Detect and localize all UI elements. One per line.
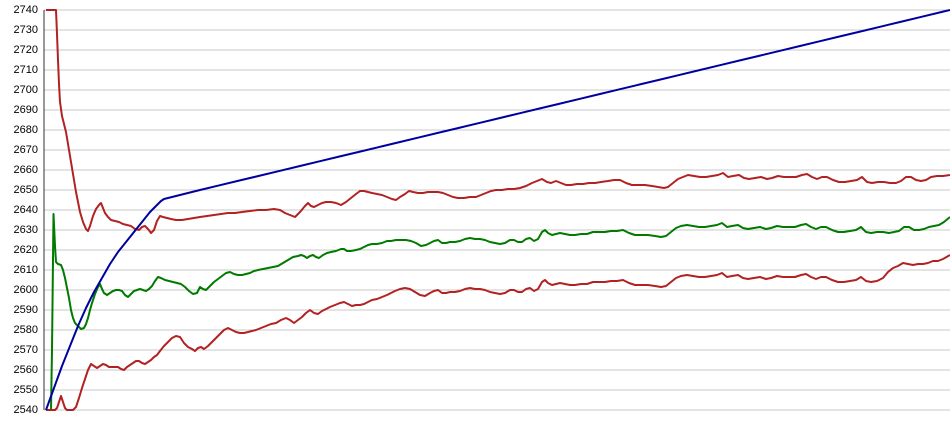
y-axis-label: 2710 — [13, 63, 38, 76]
y-axis-label: 2550 — [13, 383, 38, 396]
y-axis-label: 2640 — [13, 203, 38, 216]
y-axis-label: 2630 — [13, 223, 38, 236]
y-axis-label: 2620 — [13, 243, 38, 256]
chart-series — [45, 9, 950, 411]
y-axis-label: 2580 — [13, 323, 38, 336]
y-axis-label: 2720 — [13, 43, 38, 56]
series-lower-band-red — [46, 254, 950, 411]
y-axis-label: 2540 — [13, 403, 38, 416]
gridlines — [44, 9, 950, 411]
y-axis-label: 2610 — [13, 263, 38, 276]
series-middle-green — [50, 213, 950, 411]
y-axis-label: 2680 — [13, 123, 38, 136]
y-axis-label: 2660 — [13, 163, 38, 176]
y-axis-label: 2560 — [13, 363, 38, 376]
series-upper-band-red — [46, 9, 950, 234]
y-axis-label: 2600 — [13, 283, 38, 296]
y-axis-label: 2650 — [13, 183, 38, 196]
y-axis-label: 2570 — [13, 343, 38, 356]
y-axis-label: 2690 — [13, 103, 38, 116]
series-ramp-blue — [45, 9, 950, 411]
y-axis-label: 2590 — [13, 303, 38, 316]
y-axis-label: 2700 — [13, 83, 38, 96]
y-axis-label: 2740 — [13, 3, 38, 16]
y-axis-label: 2730 — [13, 23, 38, 36]
y-axis-label: 2670 — [13, 143, 38, 156]
